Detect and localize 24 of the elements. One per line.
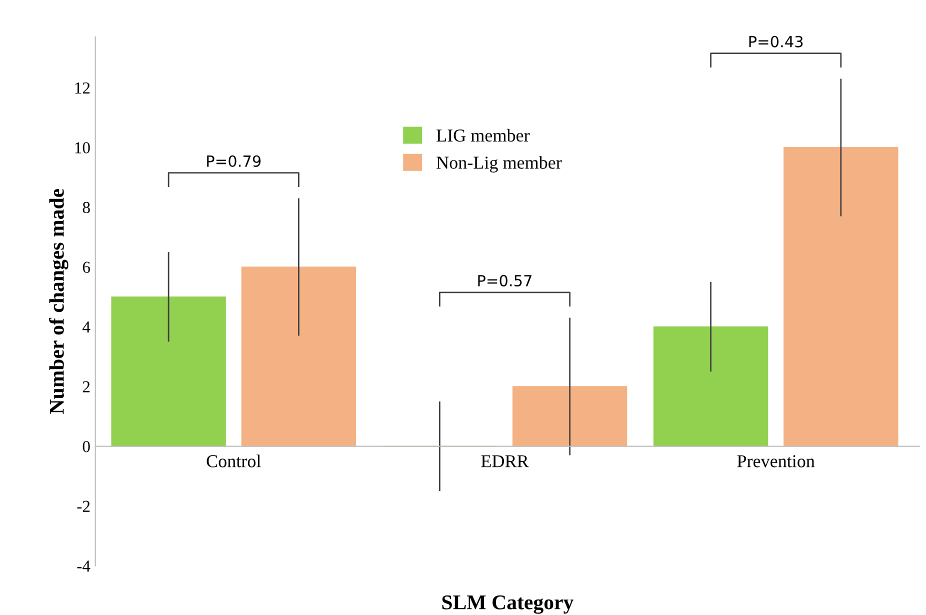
legend-label: Non-Lig member	[436, 156, 562, 172]
x-tick-label: Prevention	[737, 455, 815, 468]
legend-label: LIG member	[436, 128, 530, 142]
bar	[241, 266, 356, 447]
bar	[653, 326, 768, 447]
y-tick-label: 8	[82, 202, 90, 214]
y-axis-title: Number of changes made	[49, 188, 68, 414]
bar	[111, 296, 226, 447]
bar	[784, 147, 898, 447]
y-tick-label: -2	[77, 500, 90, 512]
y-tick-label: 0	[82, 440, 90, 452]
bar	[512, 386, 628, 447]
annotation: P=0.79	[207, 155, 261, 167]
x-axis-title: SLM Category	[442, 595, 574, 614]
y-tick-label: 12	[75, 82, 90, 94]
y-tick-label: -4	[77, 560, 90, 572]
annotation: P=0.57	[478, 274, 532, 286]
x-tick-label: Control	[206, 454, 261, 468]
y-tick-label: 4	[82, 322, 90, 333]
x-tick-label: EDRR	[481, 455, 529, 468]
y-tick-label: 10	[75, 142, 90, 154]
annotation: P=0.43	[749, 36, 803, 48]
y-tick-label: 2	[82, 381, 90, 392]
y-tick-label: 6	[82, 262, 90, 273]
